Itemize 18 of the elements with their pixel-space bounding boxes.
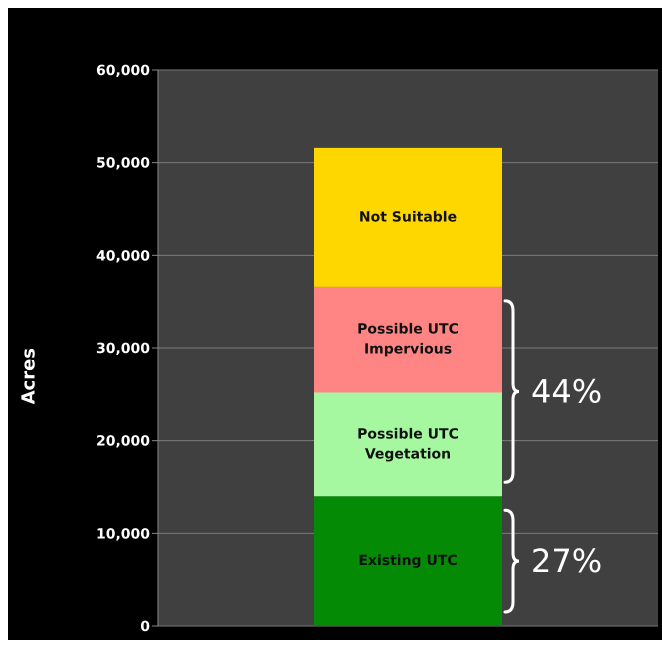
y-tick-label: 10,000 xyxy=(96,526,150,542)
series-label: Possible UTC Vegetation xyxy=(357,426,459,462)
series-label: Not Suitable xyxy=(358,209,458,226)
bar xyxy=(314,392,502,496)
bar xyxy=(314,148,502,287)
y-tick-label: 0 xyxy=(140,618,150,635)
y-axis-title: Acres xyxy=(18,348,40,404)
series-label: Existing UTC xyxy=(358,553,458,570)
series-label: Possible UTC Impervious xyxy=(357,322,459,358)
y-tick-label: 20,000 xyxy=(96,434,150,450)
y-tick-label: 30,000 xyxy=(96,340,150,357)
bar xyxy=(314,496,502,626)
y-tick-label: 50,000 xyxy=(96,156,150,172)
annotation: 27% xyxy=(531,542,602,580)
bar xyxy=(314,286,502,392)
y-tick-label: 40,000 xyxy=(96,248,150,264)
annotation: 44% xyxy=(531,372,602,411)
y-tick-label: 60,000 xyxy=(96,62,150,79)
